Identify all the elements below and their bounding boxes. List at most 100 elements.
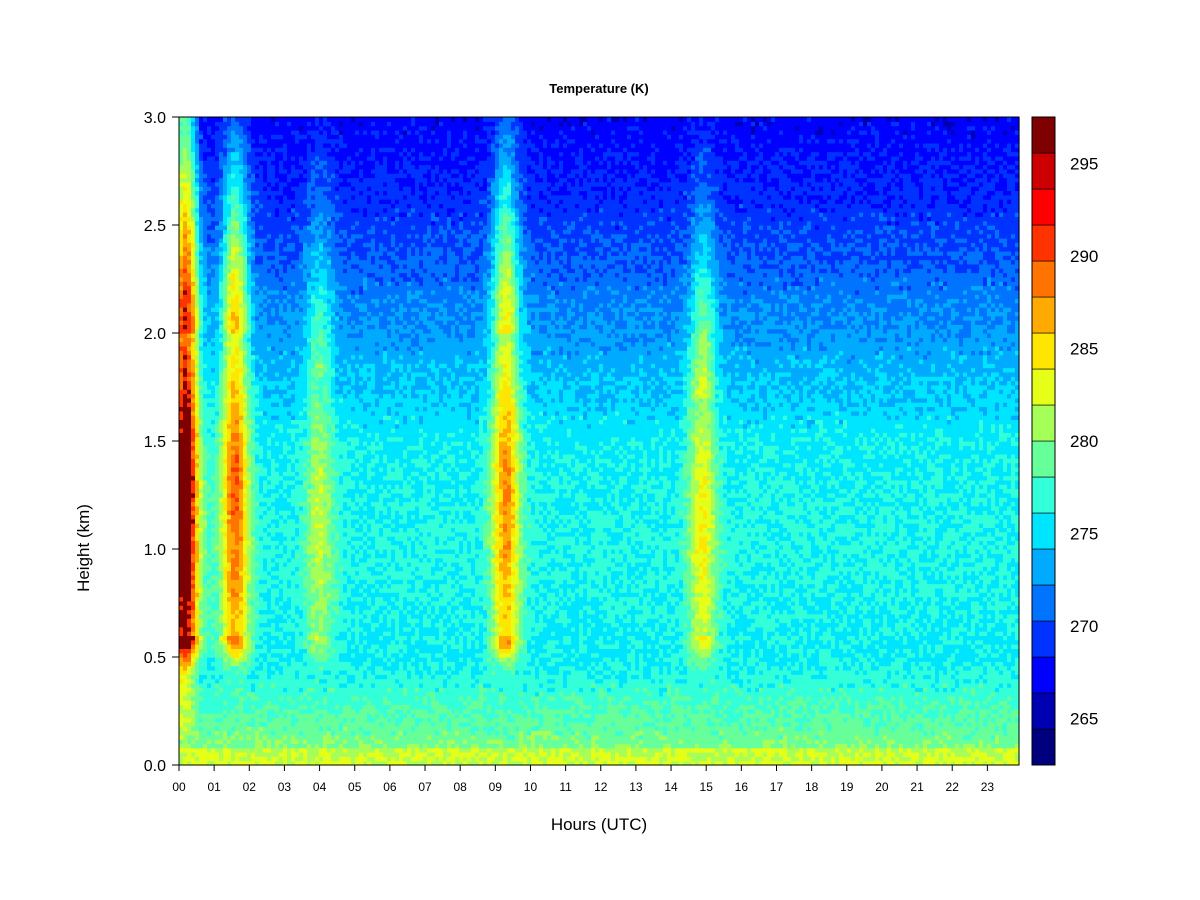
heatmap-cell <box>191 475 196 481</box>
heatmap-cell <box>299 497 304 503</box>
heatmap-cell <box>235 324 240 330</box>
heatmap-cell <box>235 432 240 438</box>
heatmap-cell <box>187 155 192 161</box>
heatmap-cell <box>303 596 308 602</box>
heatmap-cell <box>255 246 260 252</box>
heatmap-cell <box>295 592 300 598</box>
heatmap-cell <box>243 289 248 295</box>
heatmap-cell <box>191 393 196 399</box>
heatmap-cell <box>235 328 240 334</box>
heatmap-cell <box>255 263 260 269</box>
heatmap-cell <box>247 644 252 649</box>
heatmap-cell <box>179 631 184 636</box>
heatmap-cell <box>179 713 184 719</box>
heatmap-cell <box>195 687 200 693</box>
heatmap-cell <box>227 354 232 360</box>
heatmap-cell <box>251 436 256 442</box>
heatmap-cell <box>247 540 252 546</box>
heatmap-cell <box>199 289 204 295</box>
heatmap-cell <box>215 492 220 498</box>
heatmap-cell <box>219 644 224 649</box>
heatmap-cell <box>271 142 276 148</box>
heatmap-cell <box>203 592 208 598</box>
heatmap-cell <box>263 212 268 217</box>
heatmap-cell <box>275 281 280 287</box>
heatmap-cell <box>291 203 296 209</box>
heatmap-cell <box>287 419 292 425</box>
heatmap-cell <box>223 410 228 416</box>
heatmap-cell <box>259 626 264 632</box>
heatmap-cell <box>275 704 280 710</box>
heatmap-cell <box>243 233 248 239</box>
heatmap-cell <box>267 639 272 645</box>
heatmap-cell <box>239 631 244 636</box>
heatmap-cell <box>255 605 260 611</box>
heatmap-cell <box>183 237 188 243</box>
heatmap-cell <box>275 609 280 615</box>
heatmap-cell <box>255 441 260 446</box>
heatmap-cell <box>191 138 196 144</box>
heatmap-cell <box>287 125 292 131</box>
heatmap-cell <box>239 272 244 278</box>
heatmap-cell <box>299 600 304 606</box>
heatmap-cell <box>179 207 184 213</box>
heatmap-cell <box>307 561 312 567</box>
heatmap-cell <box>263 428 268 433</box>
heatmap-cell <box>199 376 204 382</box>
heatmap-cell <box>311 644 316 649</box>
heatmap-cell <box>295 678 300 684</box>
heatmap-cell <box>191 726 196 732</box>
heatmap-cell <box>179 557 184 563</box>
heatmap-cell <box>279 605 284 611</box>
heatmap-cell <box>211 734 216 740</box>
heatmap-cell <box>207 117 212 122</box>
heatmap-cell <box>215 436 220 442</box>
heatmap-cell <box>247 298 252 304</box>
heatmap-cell <box>275 544 280 550</box>
heatmap-cell <box>291 164 296 170</box>
heatmap-cell <box>179 484 184 490</box>
heatmap-cell <box>239 657 244 662</box>
heatmap-cell <box>267 579 272 585</box>
heatmap-cell <box>203 631 208 636</box>
heatmap-cell <box>207 600 212 606</box>
heatmap-cell <box>199 186 204 192</box>
heatmap-cell <box>231 268 236 274</box>
heatmap-cell <box>199 190 204 196</box>
heatmap-cell <box>203 475 208 481</box>
heatmap-cell <box>275 717 280 723</box>
heatmap-cell <box>207 726 212 732</box>
heatmap-cell <box>263 294 268 300</box>
heatmap-cell <box>183 376 188 382</box>
heatmap-cell <box>207 276 212 282</box>
heatmap-cell <box>227 592 232 598</box>
heatmap-cell <box>211 531 216 537</box>
heatmap-cell <box>291 229 296 235</box>
heatmap-cell <box>267 212 272 217</box>
heatmap-cell <box>191 566 196 572</box>
heatmap-cell <box>299 570 304 576</box>
heatmap-cell <box>271 268 276 274</box>
heatmap-cell <box>259 453 264 459</box>
heatmap-cell <box>299 605 304 611</box>
heatmap-cell <box>303 760 308 766</box>
heatmap-cell <box>211 708 216 714</box>
heatmap-cell <box>215 622 220 628</box>
heatmap-cell <box>187 134 192 140</box>
heatmap-cell <box>231 324 236 330</box>
heatmap-cell <box>307 514 312 520</box>
heatmap-cell <box>279 216 284 222</box>
heatmap-cell <box>187 657 192 662</box>
heatmap-cell <box>243 121 248 127</box>
heatmap-cell <box>295 151 300 157</box>
heatmap-cell <box>207 225 212 230</box>
heatmap-cell <box>231 700 236 706</box>
heatmap-cell <box>259 432 264 438</box>
heatmap-cell <box>223 708 228 714</box>
heatmap-cell <box>235 657 240 662</box>
heatmap-cell <box>259 510 264 516</box>
heatmap-cell <box>227 613 232 619</box>
heatmap-cell <box>187 449 192 455</box>
heatmap-cell <box>247 674 252 680</box>
heatmap-cell <box>199 177 204 183</box>
